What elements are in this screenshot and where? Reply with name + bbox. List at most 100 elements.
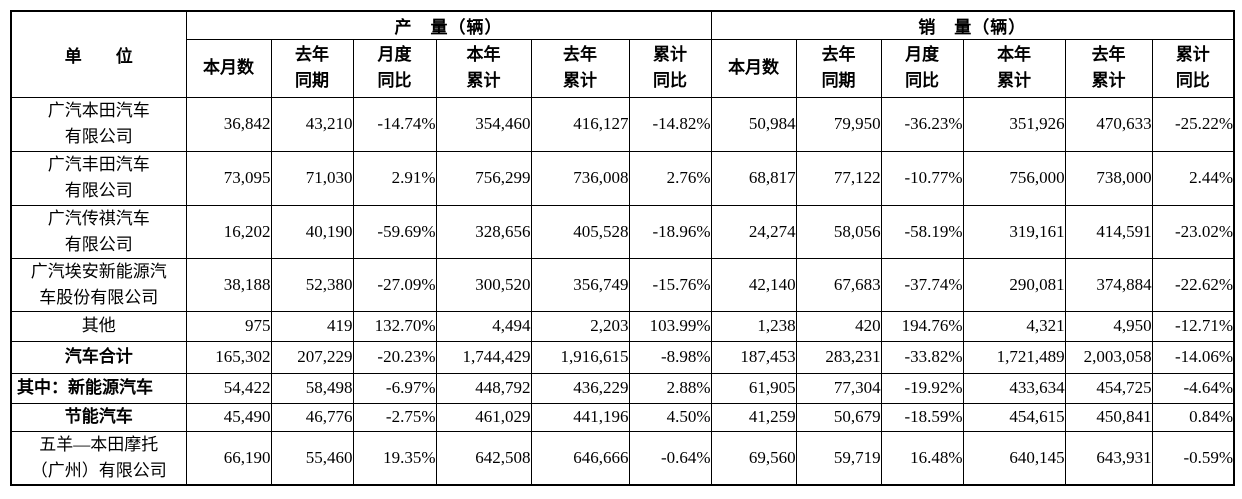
- value-cell: 165,302: [185, 340, 272, 374]
- value-cell: 4,950: [1064, 310, 1153, 342]
- table-row: 汽车合计 165,302 207,229 -20.23% 1,744,429 1…: [10, 340, 1235, 374]
- value-cell: 646,666: [530, 430, 630, 486]
- value-cell: 328,656: [435, 204, 532, 259]
- column-header: 去年 累计: [1064, 38, 1153, 98]
- value-cell: 68,817: [710, 150, 797, 206]
- value-cell: 66,190: [185, 430, 272, 486]
- value-cell: 132.70%: [352, 310, 437, 342]
- table-row: 五羊—本田摩托 （广州）有限公司 66,190 55,460 19.35% 64…: [10, 430, 1235, 486]
- value-cell: -14.74%: [352, 96, 437, 152]
- value-cell: 1,721,489: [962, 340, 1066, 374]
- value-cell: 46,776: [270, 402, 354, 432]
- value-cell: 283,231: [795, 340, 882, 374]
- column-header: 本年 累计: [962, 38, 1066, 98]
- table-row: 其中：新能源汽车 54,422 58,498 -6.97% 448,792 43…: [10, 372, 1235, 404]
- value-cell: 2,203: [530, 310, 630, 342]
- value-cell: -20.23%: [352, 340, 437, 374]
- value-cell: 42,140: [710, 257, 797, 312]
- value-cell: 41,259: [710, 402, 797, 432]
- value-cell: 461,029: [435, 402, 532, 432]
- table-row: 广汽埃安新能源汽 车股份有限公司 38,188 52,380 -27.09% 3…: [10, 257, 1235, 312]
- table-row: 其他 975 419 132.70% 4,494 2,203 103.99% 1…: [10, 310, 1235, 342]
- group-header-row: 单 位 产 量（辆） 销 量（辆）: [10, 10, 1235, 98]
- column-header: 月度 同比: [352, 38, 437, 98]
- value-cell: 300,520: [435, 257, 532, 312]
- value-cell: -19.92%: [880, 372, 964, 404]
- value-cell: 24,274: [710, 204, 797, 259]
- value-cell: 59,719: [795, 430, 882, 486]
- value-cell: 975: [185, 310, 272, 342]
- unit-column-header: 单 位: [10, 10, 187, 98]
- company-name: 广汽丰田汽车 有限公司: [10, 150, 187, 206]
- value-cell: 374,884: [1064, 257, 1153, 312]
- value-cell: -15.76%: [628, 257, 712, 312]
- value-cell: 43,210: [270, 96, 354, 152]
- company-name: 汽车合计: [10, 340, 187, 374]
- company-name: 其中：新能源汽车: [10, 372, 187, 404]
- value-cell: 61,905: [710, 372, 797, 404]
- table-row: 广汽本田汽车 有限公司 36,842 43,210 -14.74% 354,46…: [10, 96, 1235, 152]
- value-cell: 420: [795, 310, 882, 342]
- value-cell: 405,528: [530, 204, 630, 259]
- value-cell: -22.62%: [1151, 257, 1235, 312]
- value-cell: 454,615: [962, 402, 1066, 432]
- value-cell: 55,460: [270, 430, 354, 486]
- value-cell: 756,299: [435, 150, 532, 206]
- value-cell: -37.74%: [880, 257, 964, 312]
- column-header: 本月数: [710, 38, 797, 98]
- value-cell: 454,725: [1064, 372, 1153, 404]
- value-cell: 736,008: [530, 150, 630, 206]
- value-cell: 470,633: [1064, 96, 1153, 152]
- value-cell: 448,792: [435, 372, 532, 404]
- value-cell: -4.64%: [1151, 372, 1235, 404]
- value-cell: -14.82%: [628, 96, 712, 152]
- value-cell: 2,003,058: [1064, 340, 1153, 374]
- table-row: 广汽传祺汽车 有限公司 16,202 40,190 -59.69% 328,65…: [10, 204, 1235, 259]
- value-cell: 52,380: [270, 257, 354, 312]
- value-cell: 207,229: [270, 340, 354, 374]
- value-cell: 77,122: [795, 150, 882, 206]
- value-cell: 441,196: [530, 402, 630, 432]
- column-header: 本月数: [185, 38, 272, 98]
- value-cell: 640,145: [962, 430, 1066, 486]
- value-cell: 50,984: [710, 96, 797, 152]
- column-header-row: 本月数 去年 同期 月度 同比 本年 累计 去年 累计 累计 同比 本月数 去年…: [11, 38, 1235, 98]
- value-cell: -14.06%: [1151, 340, 1235, 374]
- value-cell: 436,229: [530, 372, 630, 404]
- value-cell: 2.44%: [1151, 150, 1235, 206]
- value-cell: 1,916,615: [530, 340, 630, 374]
- value-cell: 71,030: [270, 150, 354, 206]
- value-cell: 419: [270, 310, 354, 342]
- value-cell: -0.64%: [628, 430, 712, 486]
- company-name: 广汽埃安新能源汽 车股份有限公司: [10, 257, 187, 312]
- value-cell: 103.99%: [628, 310, 712, 342]
- value-cell: 2.88%: [628, 372, 712, 404]
- value-cell: 73,095: [185, 150, 272, 206]
- value-cell: 16,202: [185, 204, 272, 259]
- value-cell: 756,000: [962, 150, 1066, 206]
- column-header: 累计 同比: [1151, 38, 1235, 98]
- value-cell: 414,591: [1064, 204, 1153, 259]
- column-header: 本年 累计: [435, 38, 532, 98]
- column-header: 去年 同期: [270, 38, 354, 98]
- column-header: 累计 同比: [628, 38, 712, 98]
- value-cell: 1,744,429: [435, 340, 532, 374]
- value-cell: 319,161: [962, 204, 1066, 259]
- value-cell: 433,634: [962, 372, 1066, 404]
- production-sales-table: 单 位 产 量（辆） 销 量（辆） 本月数 去年 同期 月度 同比 本年 累计 …: [10, 10, 1236, 486]
- company-name: 广汽本田汽车 有限公司: [10, 96, 187, 152]
- value-cell: 643,931: [1064, 430, 1153, 486]
- company-name: 五羊—本田摩托 （广州）有限公司: [10, 430, 187, 486]
- value-cell: 19.35%: [352, 430, 437, 486]
- value-cell: 50,679: [795, 402, 882, 432]
- value-cell: 4,321: [962, 310, 1066, 342]
- sales-group-header: 销 量（辆）: [710, 10, 1235, 40]
- value-cell: -58.19%: [880, 204, 964, 259]
- value-cell: -0.59%: [1151, 430, 1235, 486]
- value-cell: -8.98%: [628, 340, 712, 374]
- value-cell: 4,494: [435, 310, 532, 342]
- value-cell: 67,683: [795, 257, 882, 312]
- value-cell: 1,238: [710, 310, 797, 342]
- value-cell: -10.77%: [880, 150, 964, 206]
